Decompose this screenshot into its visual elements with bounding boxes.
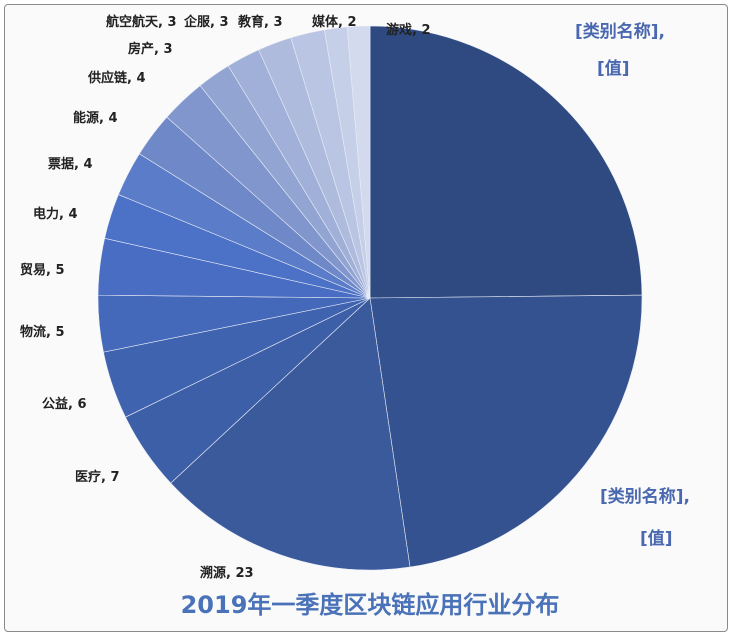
slice-label: 电力, 4 (33, 206, 78, 222)
slice-label: [类别名称], (575, 21, 665, 42)
slice-label: 供应链, 4 (87, 70, 146, 86)
slice-value-label: [值] (597, 58, 630, 79)
pie-slice (170, 297, 411, 571)
slice-label: 溯源, 23 (200, 565, 254, 581)
slice-label: 媒体, 2 (312, 14, 357, 30)
slice-label: 贸易, 5 (20, 262, 65, 278)
slice-label: 公益, 6 (42, 396, 87, 412)
pie-slice (369, 294, 643, 568)
slice-label: 游戏, 2 (386, 22, 431, 38)
slice-value-label: [值] (640, 528, 673, 549)
pie-slice (369, 25, 643, 299)
slice-label: [类别名称], (600, 486, 690, 507)
slice-label: 航空航天, 3 (106, 14, 177, 30)
slice-label: 能源, 4 (73, 110, 118, 126)
chart-title: 2019年一季度区块链应用行业分布 (181, 591, 560, 619)
slice-label: 企服, 3 (183, 14, 229, 30)
pie-slice (346, 25, 371, 299)
slice-label: 医疗, 7 (75, 469, 120, 485)
slice-label: 房产, 3 (128, 41, 173, 57)
slice-label: 物流, 5 (20, 324, 65, 340)
slice-label: 教育, 3 (237, 14, 283, 30)
slice-label: 票据, 4 (48, 156, 93, 172)
